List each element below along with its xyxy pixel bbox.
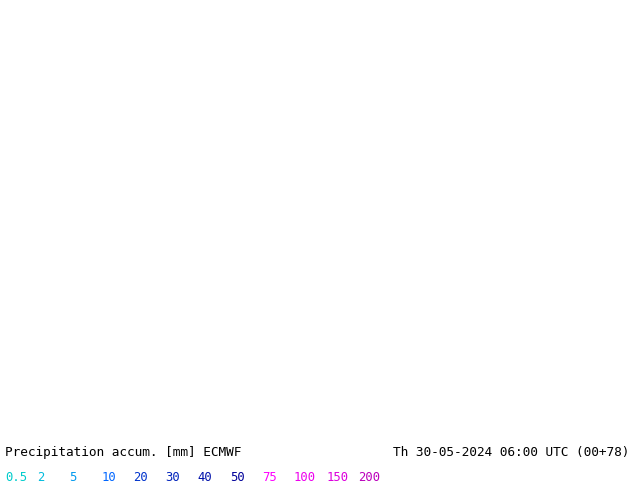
Text: 40: 40	[198, 471, 212, 484]
Text: 100: 100	[294, 471, 316, 484]
Text: 10: 10	[101, 471, 116, 484]
Text: Precipitation accum. [mm] ECMWF: Precipitation accum. [mm] ECMWF	[5, 446, 242, 459]
Text: 75: 75	[262, 471, 276, 484]
Text: 30: 30	[165, 471, 180, 484]
Text: 2: 2	[37, 471, 44, 484]
Text: 5: 5	[69, 471, 77, 484]
Text: 50: 50	[230, 471, 245, 484]
Text: 20: 20	[134, 471, 148, 484]
Text: Th 30-05-2024 06:00 UTC (00+78): Th 30-05-2024 06:00 UTC (00+78)	[392, 446, 629, 459]
Text: 0.5: 0.5	[5, 471, 27, 484]
Text: 150: 150	[326, 471, 348, 484]
Text: 200: 200	[358, 471, 380, 484]
